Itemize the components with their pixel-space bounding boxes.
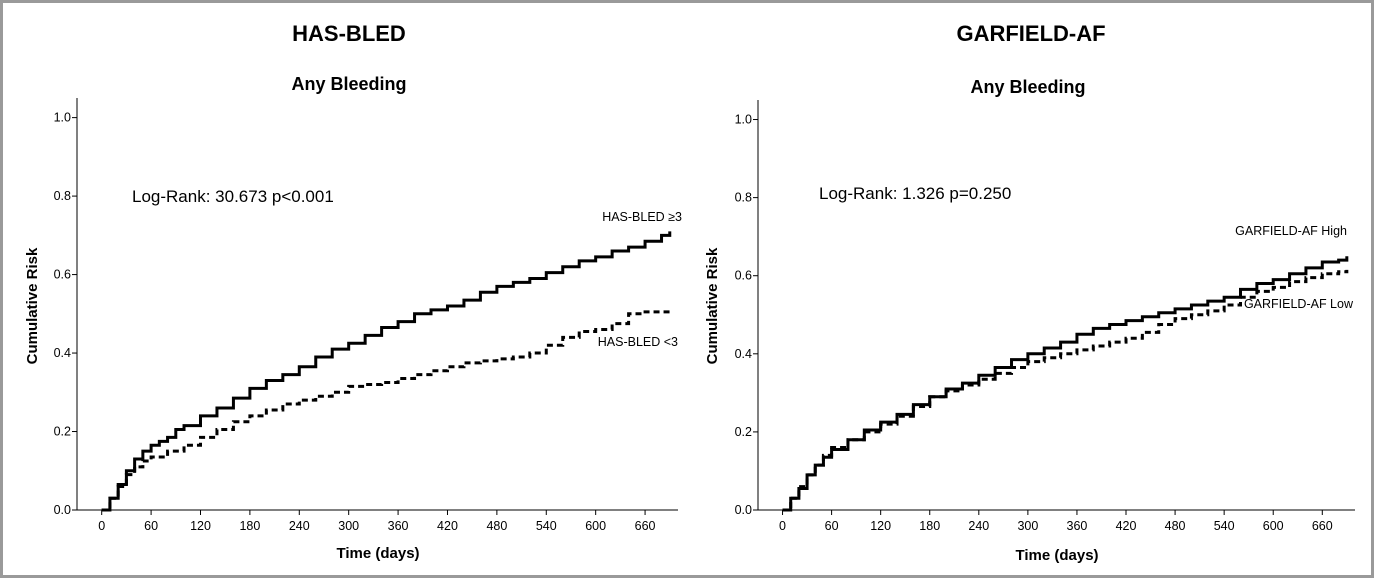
log-rank-annotation: Log-Rank: 1.326 p=0.250	[819, 184, 1011, 203]
y-tick-label: 0.0	[54, 503, 71, 517]
y-tick-label: 0.0	[735, 503, 752, 517]
series-label-garfield-high: GARFIELD-AF High	[1235, 224, 1347, 238]
y-tick-label: 1.0	[54, 111, 71, 125]
chart-title: Any Bleeding	[291, 74, 406, 94]
x-tick-label: 360	[1067, 519, 1088, 533]
y-axis-label: Cumulative Risk	[24, 247, 41, 364]
y-tick-label: 0.8	[735, 191, 752, 205]
x-tick-label: 300	[1017, 519, 1038, 533]
series-line-1	[782, 269, 1349, 512]
garfield-af-panel: GARFIELD-AF Any Bleeding Time (days) Cum…	[704, 21, 1355, 564]
chart-title: Any Bleeding	[970, 77, 1085, 97]
x-tick-label: 600	[1263, 519, 1284, 533]
x-tick-label: 480	[1165, 519, 1186, 533]
series-line-0	[101, 231, 672, 512]
has-bled-panel: HAS-BLED Any Bleeding Time (days) Cumula…	[24, 21, 682, 562]
x-axis-label: Time (days)	[1015, 547, 1098, 564]
y-tick-label: 0.2	[735, 425, 752, 439]
x-tick-label: 420	[1116, 519, 1137, 533]
x-tick-label: 660	[635, 519, 656, 533]
plot-area: 0 60 120 180 240 300 360 420 480 540 600 660 0.0 0.2 0…	[735, 100, 1355, 533]
series-label-has-bled-high: HAS-BLED ≥3	[602, 210, 682, 224]
x-tick-label: 480	[486, 519, 507, 533]
log-rank-annotation: Log-Rank: 30.673 p<0.001	[132, 187, 334, 206]
y-tick-label: 0.2	[54, 425, 71, 439]
y-tick-label: 0.4	[735, 347, 752, 361]
y-tick-label: 0.6	[735, 269, 752, 283]
y-tick-label: 0.4	[54, 346, 71, 360]
x-tick-label: 540	[536, 519, 557, 533]
x-tick-label: 300	[338, 519, 359, 533]
panel-title: GARFIELD-AF	[956, 21, 1105, 46]
x-tick-label: 360	[388, 519, 409, 533]
x-tick-label: 420	[437, 519, 458, 533]
x-tick-label: 180	[239, 519, 260, 533]
y-tick-label: 1.0	[735, 113, 752, 127]
panel-title: HAS-BLED	[292, 21, 406, 46]
km-figure: HAS-BLED Any Bleeding Time (days) Cumula…	[24, 21, 1355, 564]
x-tick-label: 0	[98, 519, 105, 533]
x-tick-label: 120	[190, 519, 211, 533]
series-label-garfield-low: GARFIELD-AF Low	[1244, 297, 1354, 311]
x-tick-label: 540	[1214, 519, 1235, 533]
y-tick-label: 0.8	[54, 189, 71, 203]
series-line-0	[782, 256, 1349, 512]
x-tick-label: 660	[1312, 519, 1333, 533]
x-tick-label: 240	[289, 519, 310, 533]
x-tick-label: 60	[825, 519, 839, 533]
series-label-has-bled-low: HAS-BLED <3	[598, 335, 678, 349]
plot-area: 0 60 120 180 240 300 360 420 480 540 600 660 0.0 0.2 0…	[54, 98, 678, 533]
x-tick-label: 240	[968, 519, 989, 533]
x-tick-label: 180	[919, 519, 940, 533]
x-tick-label: 0	[779, 519, 786, 533]
x-axis-label: Time (days)	[336, 545, 419, 562]
x-tick-label: 60	[144, 519, 158, 533]
x-tick-label: 600	[585, 519, 606, 533]
series-line-1	[101, 310, 670, 512]
x-tick-label: 120	[870, 519, 891, 533]
y-tick-label: 0.6	[54, 268, 71, 282]
y-axis-label: Cumulative Risk	[704, 247, 721, 364]
